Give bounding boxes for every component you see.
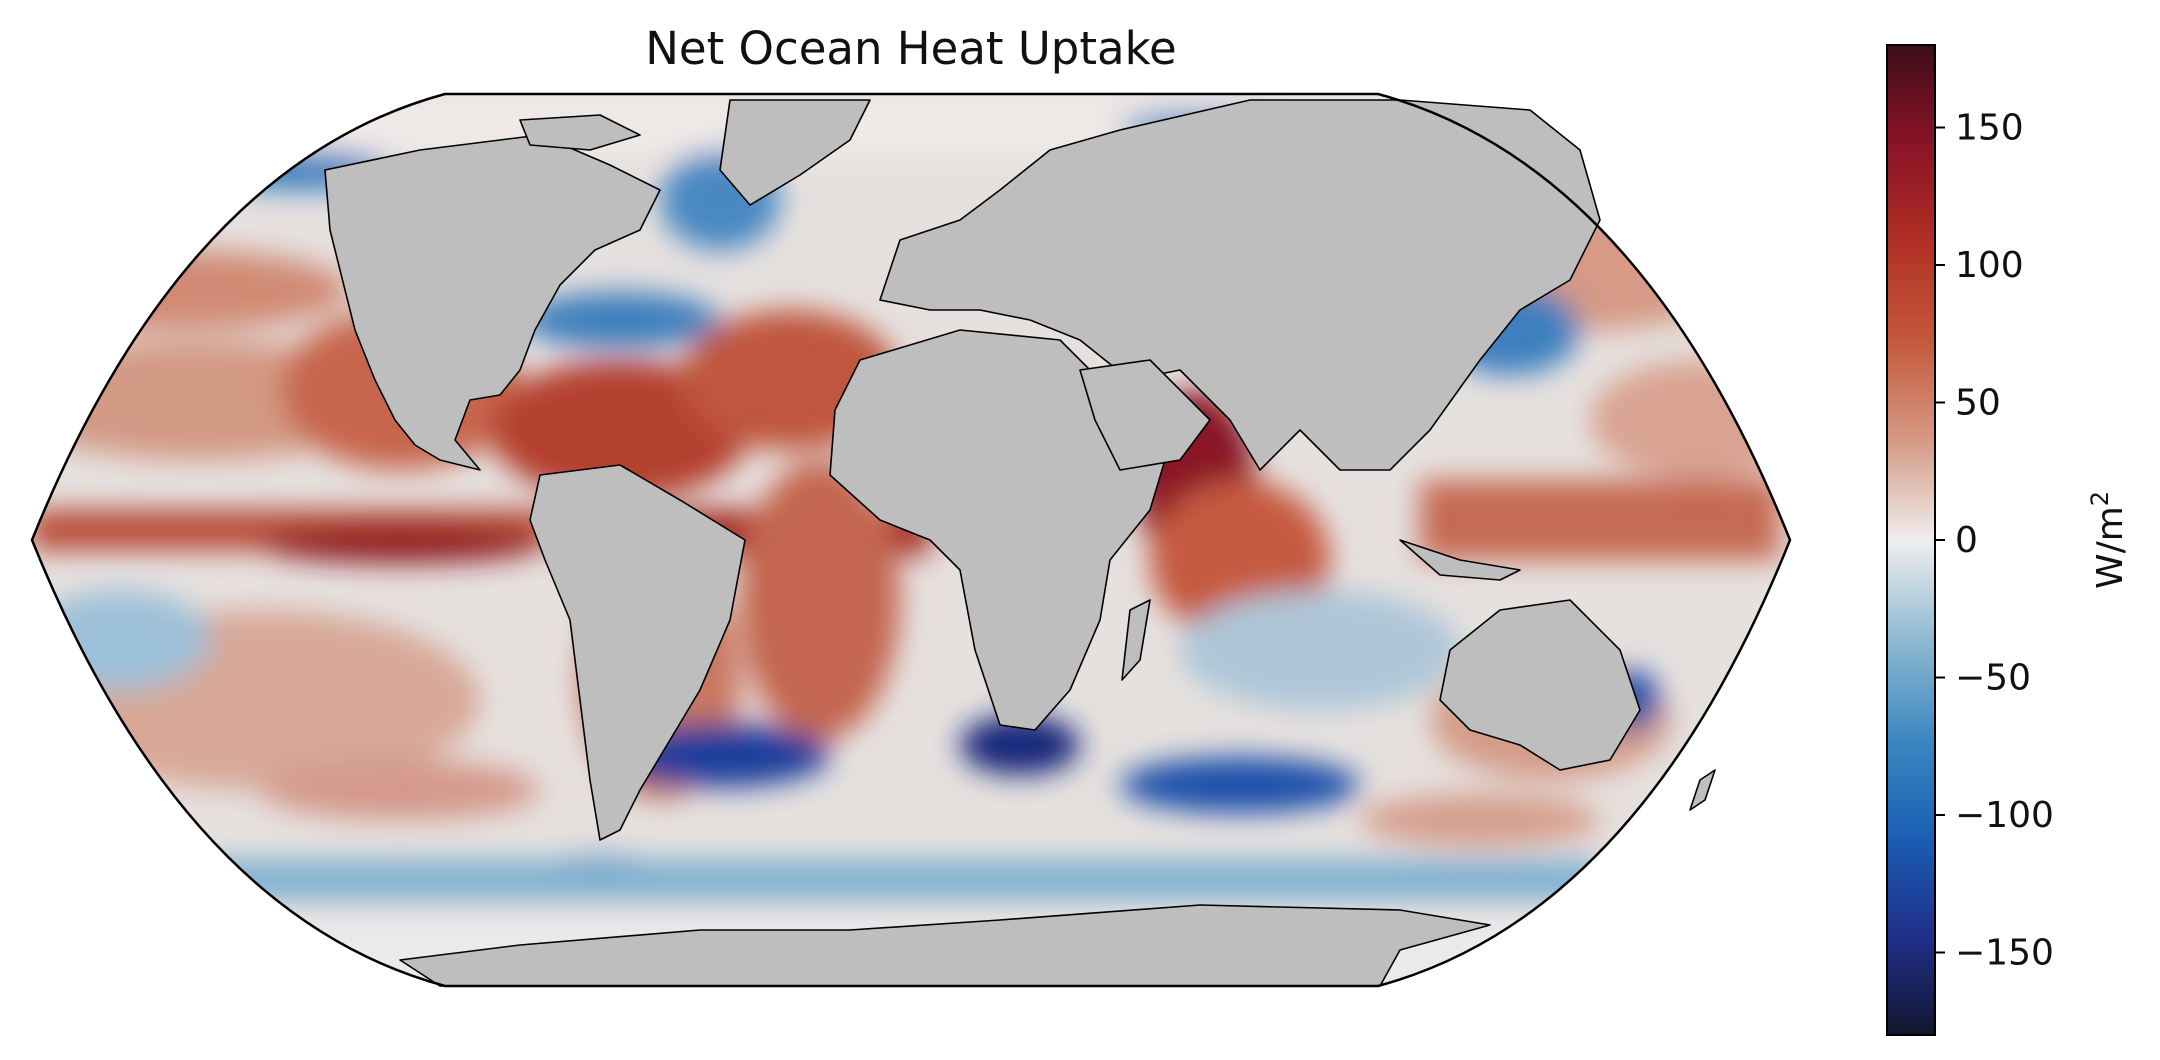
land-south-america (529, 464, 746, 841)
land-arabia (1079, 359, 1211, 471)
land-greenland (719, 99, 871, 206)
colorbar: 150 100 50 0 −50 −100 −150 W/m2 (1886, 44, 2131, 1036)
map-title: Net Ocean Heat Uptake (645, 22, 1176, 75)
colorbar-ticks: 150 100 50 0 −50 −100 −150 (1935, 108, 2054, 974)
colorbar-tick-label: 0 (1955, 520, 1978, 561)
land-north-america (324, 134, 661, 471)
colorbar-gradient (1886, 44, 1936, 1036)
map-boundary (30, 92, 1792, 988)
colorbar-tick-label: 50 (1955, 383, 2001, 424)
colorbar-tick-label: 100 (1955, 245, 2024, 286)
colorbar-tick-label: 150 (1955, 108, 2024, 149)
land-madagascar (1121, 599, 1151, 681)
colorbar-label: W/m2 (2086, 491, 2131, 589)
land-masses (324, 99, 1716, 987)
land-indonesia (1399, 539, 1521, 581)
land-arctic-islands (519, 114, 641, 151)
land-new-zealand (1689, 769, 1716, 811)
colorbar-tick-label: −150 (1955, 933, 2054, 974)
land-australia (1439, 599, 1641, 771)
colorbar-tick-label: −100 (1955, 795, 2054, 836)
land-eurasia (879, 99, 1601, 471)
colorbar-tick-label: −50 (1955, 658, 2031, 699)
